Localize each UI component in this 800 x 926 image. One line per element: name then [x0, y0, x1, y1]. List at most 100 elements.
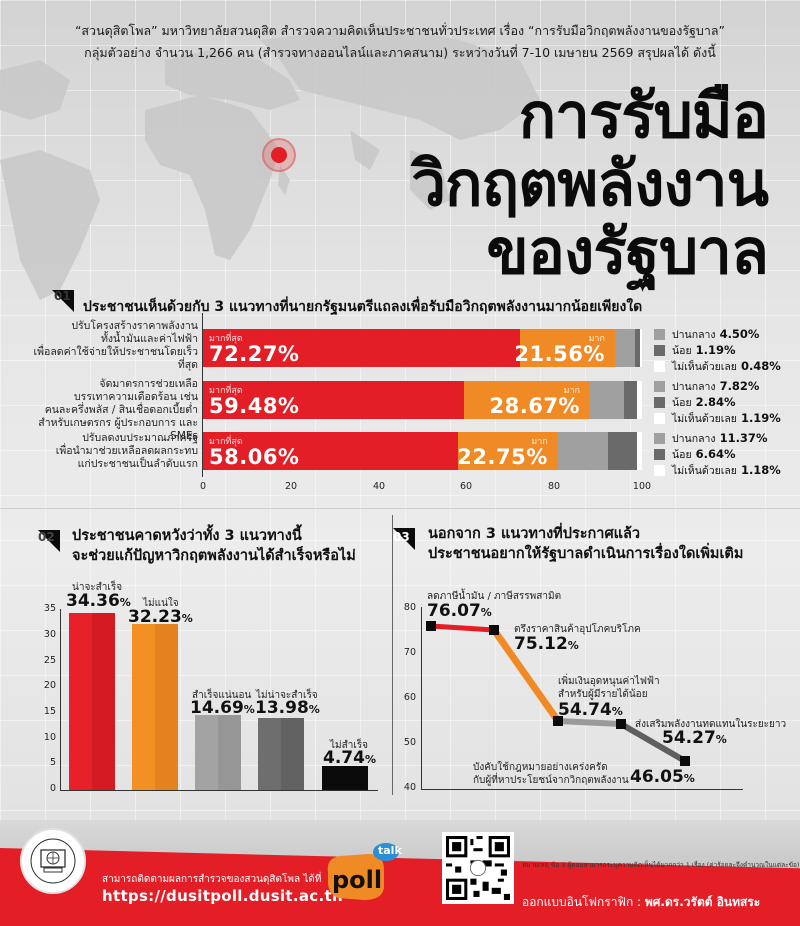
- row-label-line: คนละครึ่งพลัส / สินเชื่อดอกเบี้ยต่ำ: [44, 404, 198, 416]
- legend-swatch: [654, 412, 665, 424]
- segment-value: 59.48%: [209, 394, 300, 418]
- segment-label: มาก: [588, 334, 605, 344]
- qr-code[interactable]: [442, 832, 514, 904]
- designer-credit: ออกแบบอินโฟกราฟิก : พศ.ดร.วรัตต์ อินทสระ: [522, 893, 760, 912]
- legend-value: 1.19%: [695, 343, 736, 357]
- row-label-line: ปรับโครงสร้างราคาพลังงาน: [71, 320, 198, 332]
- legend-item: น้อย 2.84%: [654, 394, 800, 410]
- bar-label: ไม่แน่ใจ: [143, 598, 179, 609]
- bar-value: 32.23%: [128, 607, 193, 627]
- bar-segment-disagree: [639, 329, 642, 367]
- legend-item: ไม่เห็นด้วยเลย 0.48%: [654, 358, 800, 374]
- row-label-line: ปรับลดงบประมาณภาครัฐ: [82, 432, 198, 444]
- bar-segment-most: มากที่สุด 58.06%: [203, 432, 458, 470]
- section-number: 01: [54, 289, 71, 303]
- bar-segment-most: มากที่สุด 59.48%: [203, 381, 465, 419]
- globe-computer-icon: [30, 838, 76, 884]
- stacked-bar-row: มากที่สุด 59.48% มาก 28.67%: [203, 381, 642, 419]
- title-line-1: การรับมือ: [518, 79, 769, 152]
- y-tick: 10: [43, 732, 56, 743]
- bar-label: ไม่น่าจะสำเร็จ: [256, 690, 318, 701]
- legend: ปานกลาง 7.82% น้อย 2.84% ไม่เห็นด้วยเลย 1.1…: [654, 378, 800, 426]
- segment-value: 72.27%: [209, 342, 300, 366]
- website-link[interactable]: https://dusitpoll.dusit.ac.th: [102, 887, 343, 905]
- legend: ปานกลาง 4.50% น้อย 1.19% ไม่เห็นด้วยเลย 0.4…: [654, 326, 800, 374]
- row-label: ปรับลดงบประมาณภาครัฐ เพื่อนำมาช่วยเหลือล…: [20, 432, 198, 471]
- legend-swatch: [654, 396, 665, 408]
- legend-swatch: [654, 432, 665, 444]
- legend-swatch: [654, 448, 665, 460]
- x-tick: 0: [199, 481, 207, 492]
- section-3-title: นอกจาก 3 แนวทางที่ประกาศแล้ว ประชาชนอยาก…: [428, 524, 743, 564]
- x-tick: 80: [547, 481, 561, 492]
- legend-swatch: [654, 360, 665, 372]
- point-value: 76.07%: [427, 601, 492, 621]
- legend-value: 4.50%: [719, 327, 760, 341]
- row-label-line: ทั้งน้ำมันและค่าไฟฟ้า: [100, 333, 198, 345]
- y-tick: 70: [403, 647, 416, 658]
- follow-text: สามารถติดตามผลการสำรวจของสวนดุสิตโพล ได้…: [102, 874, 322, 885]
- designer-label: ออกแบบอินโฟกราฟิก :: [522, 895, 645, 909]
- legend-value: 11.37%: [719, 431, 768, 445]
- bar-not-sure: [132, 624, 178, 790]
- segment-value: 58.06%: [209, 445, 300, 469]
- title-line: นอกจาก 3 แนวทางที่ประกาศแล้ว: [428, 526, 641, 542]
- page-title: การรับมือ วิกฤตพลังงาน ของรัฐบาล: [411, 79, 769, 286]
- legend-label: ปานกลาง: [672, 380, 716, 393]
- x-tick: 100: [632, 481, 652, 492]
- legend-swatch: [654, 380, 665, 392]
- legend: ปานกลาง 11.37% น้อย 6.64% ไม่เห็นด้วยเลย 1.…: [654, 430, 800, 478]
- y-tick: 20: [43, 680, 56, 691]
- footnote: หมายเหตุ ข้อ 3 ผู้ตอบสามารถระบุความคิดเห…: [522, 861, 800, 869]
- segment-label: มากที่สุด: [209, 437, 243, 447]
- bar-segment-moderate: [589, 381, 625, 419]
- segment-value: 22.75%: [457, 445, 548, 469]
- legend-item: ไม่เห็นด้วยเลย 1.18%: [654, 462, 800, 478]
- label-line: สำหรับผู้มีรายได้น้อย: [558, 689, 648, 700]
- university-logo: [20, 828, 86, 894]
- bar-segment-moderate: [614, 329, 635, 367]
- x-tick: 60: [459, 481, 473, 492]
- bar-definitely-success: [195, 715, 241, 790]
- title-line: จะช่วยแก้ปัญหาวิกฤตพลังงานได้สำเร็จหรือไ…: [72, 548, 356, 564]
- legend-value: 6.64%: [695, 447, 736, 461]
- point-label: บังคับใช้กฎหมายอย่างเคร่งครัด กับผู้ที่ห…: [473, 761, 629, 787]
- legend-label: น้อย: [672, 396, 692, 409]
- legend-label: น้อย: [672, 448, 692, 461]
- bar-label: น่าจะสำเร็จ: [72, 582, 123, 593]
- legend-swatch: [654, 464, 665, 476]
- legend-value: 0.48%: [740, 359, 781, 373]
- label-line: เพิ่มเงินอุดหนุนค่าไฟฟ้า: [558, 676, 660, 687]
- bar-segment-little: [624, 381, 637, 419]
- intro-line-2: กลุ่มตัวอย่าง จำนวน 1,266 คน (สำรวจทางออ…: [84, 45, 716, 60]
- segment-value: 28.67%: [489, 394, 580, 418]
- legend-swatch: [654, 344, 665, 356]
- y-tick: 60: [403, 692, 416, 703]
- point-label: ตรึงราคาสินค้าอุปโภคบริโภค: [514, 624, 641, 635]
- bar-not-success: [322, 766, 368, 790]
- bar-segment-much: มาก 21.56%: [514, 329, 615, 367]
- bar-unlikely-success: [258, 718, 304, 790]
- bar-segment-most: มากที่สุด 72.27%: [203, 329, 521, 367]
- bar-segment-much: มาก 28.67%: [464, 381, 590, 419]
- bar-segment-disagree: [636, 432, 642, 470]
- point-label: ส่งเสริมพลังงานทดแทนในระยะยาว: [635, 719, 787, 730]
- segment-value: 21.56%: [514, 342, 605, 366]
- bar-segment-little: [634, 329, 640, 367]
- bar-segment-much: มาก 22.75%: [457, 432, 558, 470]
- point-value: 54.74%: [558, 700, 623, 720]
- legend-item: ปานกลาง 4.50%: [654, 326, 800, 342]
- section-divider: [0, 508, 800, 509]
- designer-name: พศ.ดร.วรัตต์ อินทสระ: [644, 895, 761, 909]
- row-label-line: เพื่อนำมาช่วยเหลือลดผลกระทบ: [55, 445, 198, 457]
- title-line: ประชาชนคาดหวังว่าทั้ง 3 แนวทางนี้: [72, 528, 302, 544]
- stacked-bar-row: มากที่สุด 72.27% มาก 21.56%: [203, 329, 642, 367]
- x-tick: 40: [372, 481, 386, 492]
- legend-swatch: [654, 328, 665, 340]
- legend-label: น้อย: [672, 344, 692, 357]
- section-divider-vertical: [392, 515, 393, 795]
- legend-item: ไม่เห็นด้วยเลย 1.19%: [654, 410, 800, 426]
- segment-label: มากที่สุด: [209, 386, 243, 396]
- row-label-line: จัดมาตรการช่วยเหลือ: [99, 378, 198, 390]
- x-tick: 20: [284, 481, 298, 492]
